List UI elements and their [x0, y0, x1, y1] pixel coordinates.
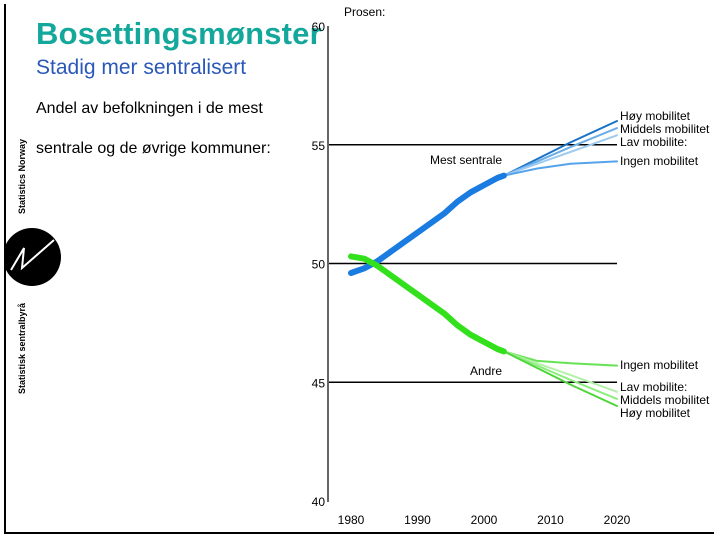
slide-subtitle: Stadig mer sentralisert: [36, 56, 247, 79]
x-tick-label: 2020: [604, 513, 631, 527]
y-tick-label: 50: [312, 258, 326, 272]
x-tick-labels: 1980 1990 2000 2010 2020: [338, 513, 631, 527]
y-tick-label: 60: [312, 20, 326, 34]
series-label-central-3: Ingen mobilitet: [620, 154, 699, 168]
projection-other-line-2: [502, 350, 618, 400]
x-tick-label: 1990: [404, 513, 431, 527]
ssb-logo-circle: [4, 228, 61, 286]
series-label-other-2: Middels mobilitet: [620, 393, 710, 407]
series-label-central-0: Høy mobilitet: [620, 109, 691, 123]
data-series: [348, 120, 618, 407]
ssb-logo: [4, 228, 61, 286]
y-axis-label: Prosen:: [344, 5, 385, 19]
slide-frame: [4, 4, 714, 534]
projection-central-line-3: [502, 160, 618, 177]
historical-line-0: [348, 172, 507, 276]
series-label-central-2: Lav mobilite:: [620, 135, 687, 149]
slide-title: Bosettingsmønster: [36, 16, 322, 51]
body-text-line-1: Andel av befolkningen i de mest: [36, 100, 263, 117]
projection-central-line-1: [502, 127, 618, 177]
series-label-other-0: Ingen mobilitet: [620, 358, 699, 372]
projection-central-line-2: [502, 134, 618, 177]
projection-central-line-0: [502, 120, 618, 177]
series-label-other-1: Lav mobilite:: [620, 380, 687, 394]
annotation-andre: Andre: [470, 364, 502, 378]
y-tick-label: 55: [312, 139, 326, 153]
ssb-logo-zigzag: [10, 239, 55, 271]
x-tick-label: 2010: [537, 513, 564, 527]
projection-other-line-3: [502, 350, 618, 407]
x-tick-label: 2000: [471, 513, 498, 527]
series-label-central-1: Middels mobilitet: [620, 122, 710, 136]
body-text-line-2: sentrale og de øvrige kommuner:: [36, 140, 271, 157]
annotation-mest-sentrale: Mest sentrale: [430, 153, 502, 167]
x-tick-label: 1980: [338, 513, 365, 527]
projection-other-line-0: [502, 350, 618, 367]
historical-line-1: [348, 253, 507, 355]
y-tick-labels: 40 45 50 55 60: [312, 20, 326, 509]
y-tick-label: 45: [312, 376, 326, 390]
y-tick-label: 40: [312, 495, 326, 509]
series-label-other-3: Høy mobilitet: [620, 406, 691, 420]
projection-other-line-1: [502, 350, 618, 393]
